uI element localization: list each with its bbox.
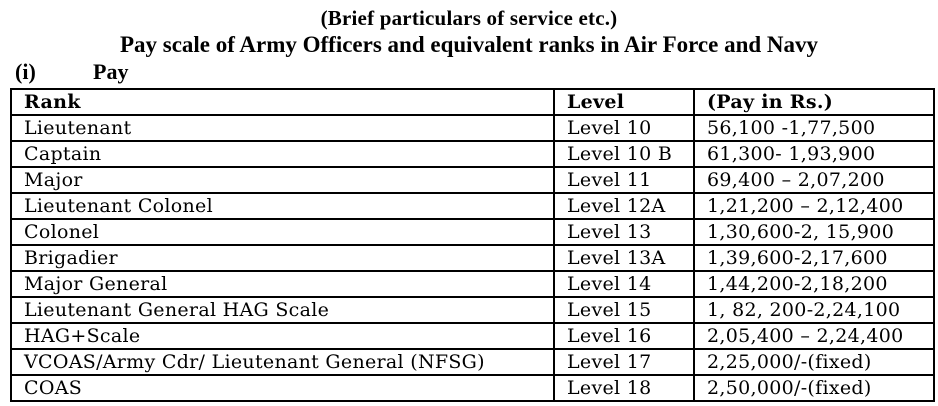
column-header-pay: (Pay in Rs.) <box>693 88 935 116</box>
level-cell: Level 17 <box>553 348 695 376</box>
table-row: Major Level 11 69,400 – 2,07,200 <box>10 166 935 194</box>
rank-cell: Major <box>10 166 555 194</box>
pay-cell: 61,300- 1,93,900 <box>693 140 935 168</box>
level-cell: Level 16 <box>553 322 695 350</box>
level-cell: Level 14 <box>553 270 695 298</box>
pay-scale-table: Rank Level (Pay in Rs.) Lieutenant Level … <box>10 88 935 402</box>
table-row: COAS Level 18 2,50,000/-(fixed) <box>10 374 935 402</box>
pay-cell: 2,05,400 – 2,24,400 <box>693 322 935 350</box>
column-header-level: Level <box>553 88 695 116</box>
table-row: Major General Level 14 1,44,200-2,18,200 <box>10 270 935 298</box>
item-marker: (i) <box>15 59 36 84</box>
document-subtitle: Pay scale of Army Officers and equivalen… <box>119 32 819 57</box>
pay-cell: 1,44,200-2,18,200 <box>693 270 935 298</box>
item-label: Pay <box>93 59 129 84</box>
rank-cell: HAG+Scale <box>10 322 555 350</box>
level-cell: Level 13A <box>553 244 695 272</box>
rank-cell: Captain <box>10 140 555 168</box>
level-cell: Level 10 B <box>553 140 695 168</box>
table-row: Lieutenant Colonel Level 12A 1,21,200 – 2,… <box>10 192 935 220</box>
rank-cell: Major General <box>10 270 555 298</box>
rank-cell: Brigadier <box>10 244 555 272</box>
level-cell: Level 18 <box>553 374 695 402</box>
rank-cell: Colonel <box>10 218 555 246</box>
table-row: Brigadier Level 13A 1,39,600-2,17,600 <box>10 244 935 272</box>
rank-cell: Lieutenant Colonel <box>10 192 555 220</box>
rank-cell: COAS <box>10 374 555 402</box>
level-cell: Level 13 <box>553 218 695 246</box>
table-row: Captain Level 10 B 61,300- 1,93,900 <box>10 140 935 168</box>
level-cell: Level 10 <box>553 114 695 142</box>
pay-cell: 1,39,600-2,17,600 <box>693 244 935 272</box>
table-header-row: Rank Level (Pay in Rs.) <box>10 88 935 116</box>
table-row: VCOAS/Army Cdr/ Lieutenant General (NFSG… <box>10 348 935 376</box>
rank-cell: Lieutenant <box>10 114 555 142</box>
rank-cell: Lieutenant General HAG Scale <box>10 296 555 324</box>
pay-cell: 1, 82, 200-2,24,100 <box>693 296 935 324</box>
item-heading: (i) Pay <box>0 58 938 86</box>
table-row: Lieutenant General HAG Scale Level 15 1, 8… <box>10 296 935 324</box>
table-row: Colonel Level 13 1,30,600-2, 15,900 <box>10 218 935 246</box>
level-cell: Level 15 <box>553 296 695 324</box>
pay-cell: 56,100 -1,77,500 <box>693 114 935 142</box>
pay-table-body: Lieutenant Level 10 56,100 -1,77,500 Captai… <box>10 114 935 402</box>
pay-cell: 2,50,000/-(fixed) <box>693 374 935 402</box>
column-header-rank: Rank <box>10 88 555 116</box>
pay-cell: 1,30,600-2, 15,900 <box>693 218 935 246</box>
table-row: HAG+Scale Level 16 2,05,400 – 2,24,400 <box>10 322 935 350</box>
table-row: Lieutenant Level 10 56,100 -1,77,500 <box>10 114 935 142</box>
rank-cell: VCOAS/Army Cdr/ Lieutenant General (NFSG… <box>10 348 555 376</box>
document-title: (Brief particulars of service etc.) <box>320 6 618 30</box>
level-cell: Level 11 <box>553 166 695 194</box>
pay-cell: 69,400 – 2,07,200 <box>693 166 935 194</box>
pay-cell: 2,25,000/-(fixed) <box>693 348 935 376</box>
level-cell: Level 12A <box>553 192 695 220</box>
pay-cell: 1,21,200 – 2,12,400 <box>693 192 935 220</box>
